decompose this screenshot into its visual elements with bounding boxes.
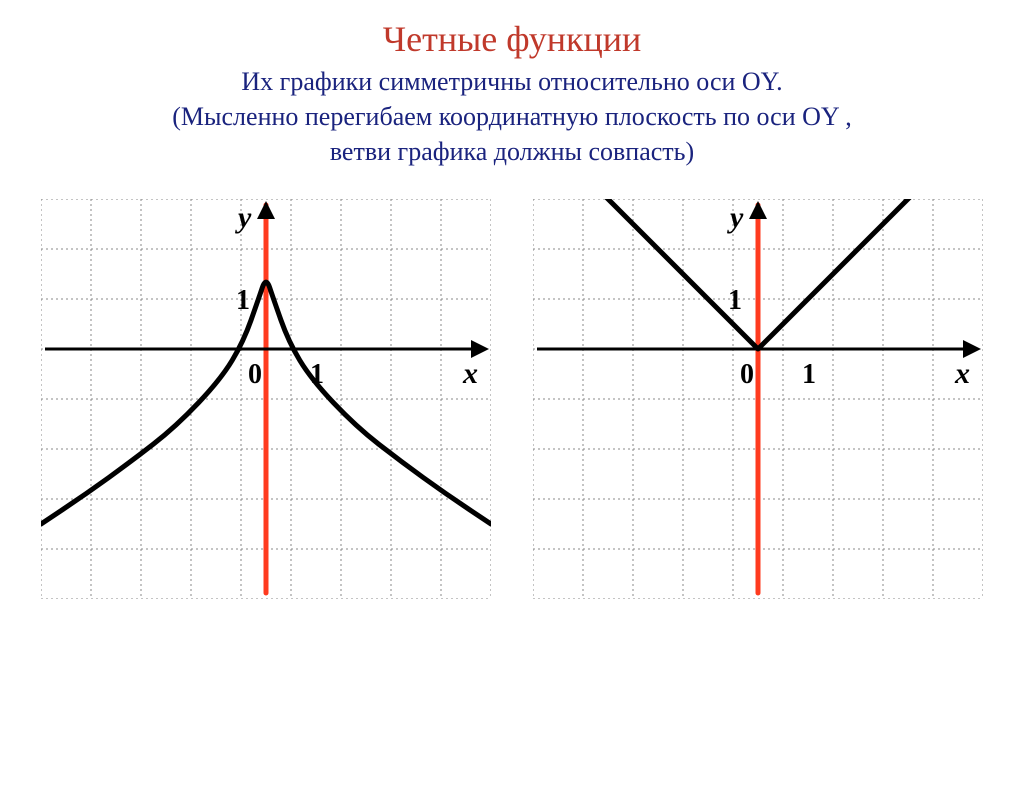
svg-text:1: 1 [728,285,742,316]
svg-text:1: 1 [310,359,324,390]
page-title: Четные функции [0,18,1024,60]
svg-text:y: y [727,201,744,234]
svg-text:y: y [235,201,252,234]
page-subtitle: Их графики симметричны относительно оси … [40,64,984,169]
subtitle-line1: Их графики симметричны относительно оси … [241,67,782,96]
svg-text:x: x [462,357,478,390]
title-text: Четные функции [383,19,642,59]
subtitle-line3: ветви графика должны совпасть) [330,137,694,166]
chart-right-svg: y x 0 1 1 [533,199,983,599]
svg-text:1: 1 [802,359,816,390]
chart-left: y x 0 1 1 [41,199,491,599]
svg-text:0: 0 [248,359,262,390]
svg-text:x: x [954,357,970,390]
charts-container: y x 0 1 1 y x 0 1 1 [0,199,1024,599]
chart-left-svg: y x 0 1 1 [41,199,491,599]
svg-text:0: 0 [740,359,754,390]
subtitle-line2: (Мысленно перегибаем координатную плоско… [172,102,851,131]
svg-text:1: 1 [236,285,250,316]
chart-right: y x 0 1 1 [533,199,983,599]
